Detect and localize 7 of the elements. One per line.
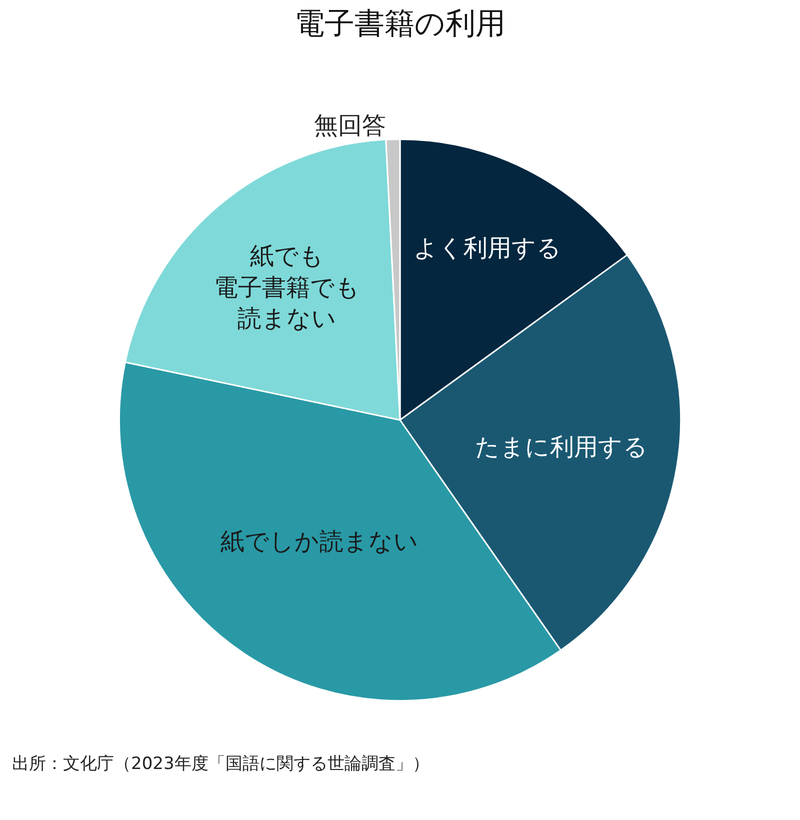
text: 出所：文化庁（2023年度「国語に関する世論調査」） — [12, 754, 430, 774]
slice-label: 紙でしか読まない — [220, 527, 419, 556]
slice-label: 紙でも電子書籍でも読まない — [214, 242, 360, 333]
slice-label: たまに利用する — [475, 433, 648, 462]
chart-title: 電子書籍の利用 — [294, 6, 506, 42]
slice-label: 無回答 — [314, 111, 386, 140]
slice-label: よく利用する — [414, 234, 562, 262]
